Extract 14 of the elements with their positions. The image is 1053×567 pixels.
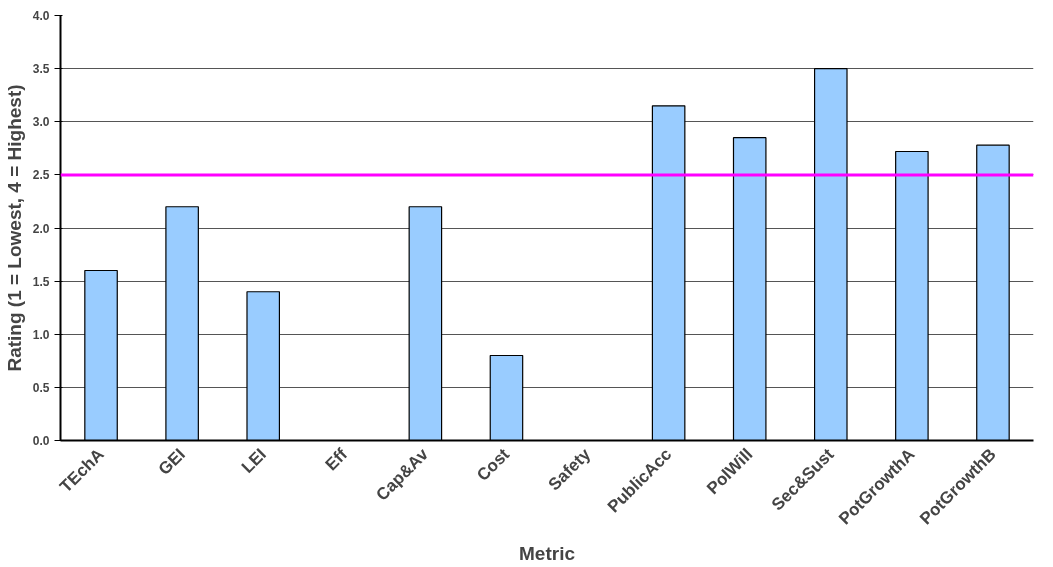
y-tick-label: 0.0 bbox=[32, 434, 50, 448]
x-tick-label: Eff bbox=[321, 444, 352, 475]
y-tick-label: 3.0 bbox=[32, 115, 50, 130]
y-tick-label: 2.0 bbox=[32, 221, 50, 236]
y-tick-label: 0.5 bbox=[32, 380, 50, 395]
x-axis-title: Metric bbox=[519, 543, 576, 565]
y-tick-label: 2.5 bbox=[32, 168, 50, 183]
y-tick-label: 3.5 bbox=[32, 62, 50, 77]
y-tick-label: 1.5 bbox=[32, 274, 50, 289]
y-tick-label: 1.0 bbox=[32, 327, 50, 342]
x-tick-label: GEI bbox=[154, 444, 189, 479]
y-tick-label: 4.0 bbox=[32, 9, 50, 23]
y-axis-title: Rating (1 = Lowest, 4 = Highest) bbox=[3, 84, 25, 372]
x-tick-label: LEI bbox=[237, 444, 270, 477]
